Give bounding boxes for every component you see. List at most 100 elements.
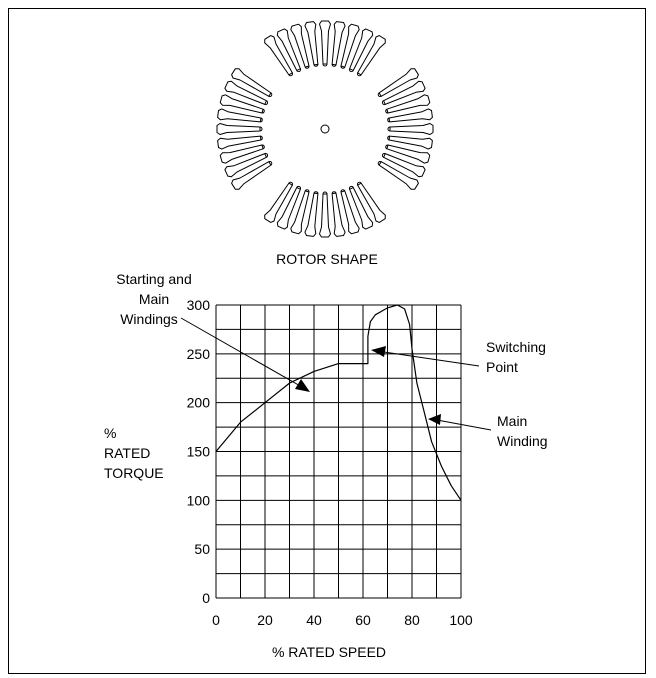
rotor-slot <box>378 161 419 190</box>
figure-canvas: ROTOR SHAPE 0 20 40 60 80 100 0 50 100 150 200 250… <box>104 20 548 660</box>
annotation-starting-main-windings: Starting and Main Windings <box>116 271 310 392</box>
rotor-slot <box>349 28 374 71</box>
annotation-starting-arrowhead <box>295 379 310 392</box>
y-axis-label-line-3: TORQUE <box>104 465 164 481</box>
rotor-slot-tip <box>377 160 382 166</box>
figure-panel: ROTOR SHAPE 0 20 40 60 80 100 0 50 100 150 200 250… <box>8 8 646 674</box>
rotor-slot-tip <box>340 189 346 193</box>
rotor-slot-tip <box>313 64 319 67</box>
annotation-switching-line-1: Switching <box>486 339 546 355</box>
annotation-main-line-1: Main <box>497 413 527 429</box>
rotor-slot <box>319 193 331 238</box>
rotor-slot-tip <box>340 65 346 69</box>
rotor-slot <box>331 192 346 237</box>
y-tick-label: 100 <box>187 492 211 508</box>
rotor-slot <box>217 108 262 123</box>
annotation-switching-arrowhead <box>371 346 386 357</box>
rotor-slot <box>319 20 331 65</box>
rotor-slot-tip <box>322 63 328 67</box>
y-tick-label: 0 <box>202 590 210 606</box>
rotor-slot-tip <box>356 181 362 186</box>
rotor-slot-tip <box>331 191 337 194</box>
rotor-slot <box>389 123 434 135</box>
rotor-slot <box>217 135 262 150</box>
rotor-slot-tip <box>348 185 354 190</box>
rotor-slot-tip <box>268 160 273 166</box>
rotor-center-hole <box>320 124 330 134</box>
rotor-slot-tip <box>261 144 265 150</box>
rotor-slot-tip <box>381 100 386 106</box>
rotor-slot <box>331 21 346 66</box>
rotor-shape-caption: ROTOR SHAPE <box>276 251 378 267</box>
chart-grid <box>215 304 462 599</box>
annotation-switching-point: Switching Point <box>371 339 546 375</box>
rotor-slot-tip <box>304 189 310 193</box>
rotor-slot <box>340 190 360 235</box>
x-tick-labels: 0 20 40 60 80 100 <box>212 612 473 628</box>
rotor-slot-tip <box>288 72 294 77</box>
rotor-shape-drawing <box>216 20 434 238</box>
rotor-slot <box>349 187 374 230</box>
rotor-slot-tip <box>296 185 302 190</box>
rotor-slot <box>231 68 272 97</box>
y-tick-label: 150 <box>187 444 211 460</box>
rotor-slot <box>357 182 386 223</box>
rotor-slot <box>383 153 426 178</box>
torque-curve <box>215 304 462 501</box>
rotor-slot <box>290 23 310 68</box>
rotor-slot <box>276 28 301 71</box>
rotor-slot <box>304 21 319 66</box>
annotation-main-winding: Main Winding <box>428 413 548 449</box>
rotor-slot <box>357 35 386 76</box>
rotor-slot-tip <box>268 92 273 98</box>
rotor-slot-tip <box>260 135 263 141</box>
rotor-slot <box>264 182 293 223</box>
rotor-slot <box>383 80 426 105</box>
rotor-slot <box>386 94 431 114</box>
annotation-starting-line-3: Windings <box>120 311 178 327</box>
rotor-slot <box>388 135 433 150</box>
x-tick-label: 100 <box>449 612 473 628</box>
rotor-slot-tip <box>288 181 294 186</box>
y-tick-label: 250 <box>187 346 211 362</box>
rotor-slot-tip <box>387 126 391 132</box>
x-tick-label: 40 <box>306 612 322 628</box>
rotor-slot <box>386 144 431 164</box>
x-tick-label: 0 <box>212 612 220 628</box>
rotor-slot-tip <box>260 117 263 123</box>
x-axis-label: % RATED SPEED <box>272 644 386 660</box>
rotor-slot-tip <box>356 72 362 77</box>
torque-speed-chart: 0 20 40 60 80 100 0 50 100 150 200 250 300 % RATED … <box>104 271 548 660</box>
rotor-slot-tip <box>331 64 337 67</box>
rotor-slot <box>290 190 310 235</box>
rotor-slot-tip <box>348 68 354 73</box>
y-axis-label-line-1: % <box>104 425 116 441</box>
x-tick-label: 20 <box>257 612 273 628</box>
annotation-starting-line-2: Main <box>139 291 169 307</box>
rotor-slot <box>231 161 272 190</box>
annotation-switching-line-2: Point <box>486 359 518 375</box>
rotor-slot-tip <box>387 117 390 123</box>
rotor-slot <box>304 192 319 237</box>
rotor-slot-tip <box>264 100 269 106</box>
rotor-slot-tip <box>261 108 265 114</box>
rotor-slot-tip <box>304 65 310 69</box>
rotor-slot <box>224 153 267 178</box>
annotation-starting-leader <box>180 317 303 388</box>
rotor-slot <box>219 144 264 164</box>
rotor-slot-tip <box>296 68 302 73</box>
rotor-slot <box>378 68 419 97</box>
y-tick-label: 50 <box>194 541 210 557</box>
rotor-slot-tip <box>377 92 382 98</box>
rotor-slot <box>224 80 267 105</box>
y-axis-label: % RATED TORQUE <box>104 425 164 481</box>
rotor-slot-tip <box>259 126 263 132</box>
y-tick-label: 200 <box>187 395 211 411</box>
annotation-main-arrowhead <box>428 414 441 425</box>
rotor-slot <box>264 35 293 76</box>
y-axis-label-line-2: RATED <box>104 445 150 461</box>
rotor-slot <box>276 187 301 230</box>
x-tick-label: 80 <box>404 612 420 628</box>
y-tick-label: 300 <box>187 297 211 313</box>
rotor-slot-tip <box>385 108 389 114</box>
